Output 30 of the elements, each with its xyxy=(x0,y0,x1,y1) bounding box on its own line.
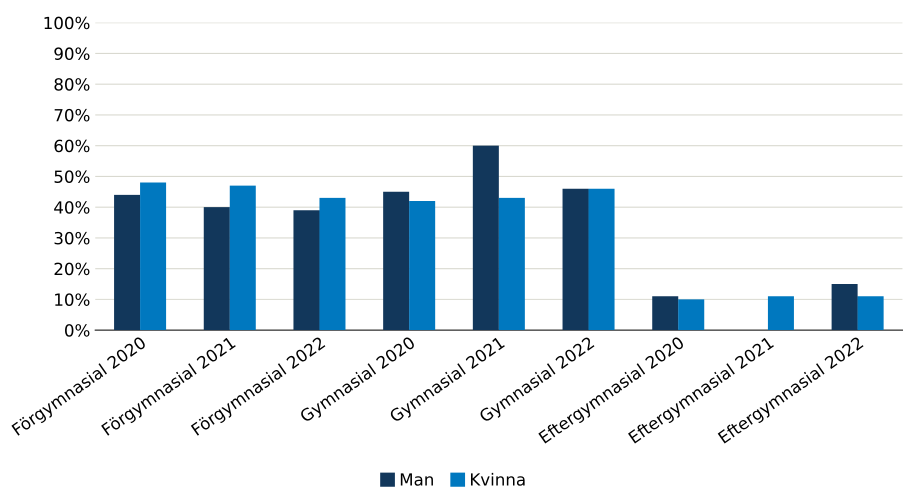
y-tick-label: 60% xyxy=(54,140,90,152)
y-tick-label: 20% xyxy=(54,262,90,276)
bar xyxy=(832,284,858,330)
y-tick-label: 100% xyxy=(44,16,90,30)
bar xyxy=(293,210,320,330)
y-tick-label: 30% xyxy=(54,232,90,244)
bar xyxy=(562,188,589,330)
y-tick-label: 0% xyxy=(65,324,90,337)
bar xyxy=(858,296,884,330)
bar xyxy=(383,192,410,330)
y-tick-label: 80% xyxy=(54,78,90,91)
legend-label: Kvinna xyxy=(471,472,525,486)
y-tick-label: 90% xyxy=(54,47,90,60)
bar xyxy=(204,207,230,330)
y-tick-label: 10% xyxy=(55,293,90,306)
bar xyxy=(140,182,166,330)
bar xyxy=(652,296,678,330)
bar xyxy=(768,296,794,330)
y-tick-label: 40% xyxy=(54,201,90,214)
bar xyxy=(472,146,499,330)
legend-label: Man xyxy=(400,473,433,486)
y-tick-label: 50% xyxy=(54,170,90,183)
y-tick-label: 70% xyxy=(54,108,90,122)
bar xyxy=(230,186,256,330)
bar xyxy=(588,188,615,330)
bar xyxy=(409,200,436,330)
bar xyxy=(498,198,525,330)
bar xyxy=(114,194,140,330)
bar xyxy=(319,198,346,330)
bar xyxy=(678,299,704,330)
